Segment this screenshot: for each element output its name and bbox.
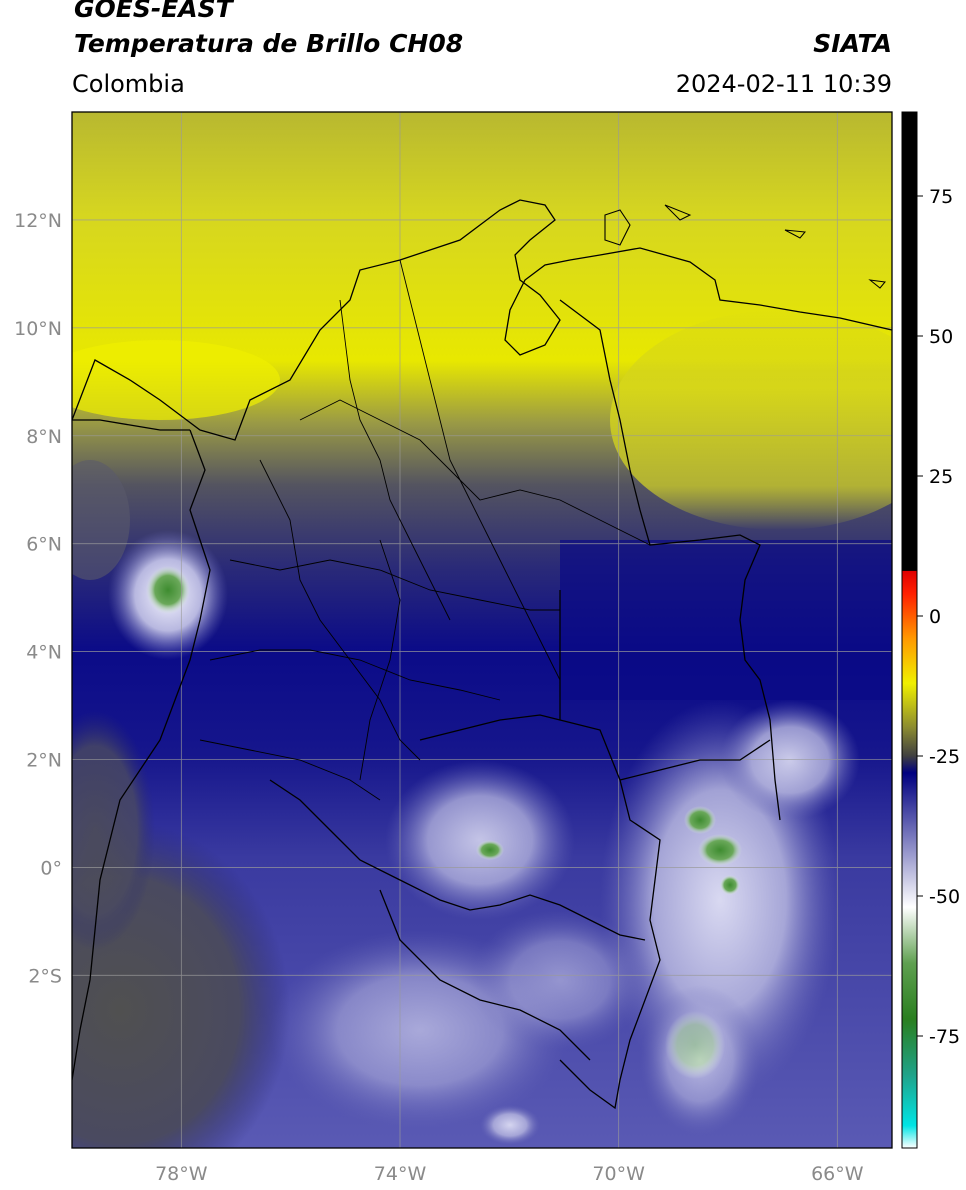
lat-tick-label: 10°N — [14, 318, 62, 340]
colorbar-tick-label: -25 — [929, 746, 960, 768]
lon-tick-label: 70°W — [592, 1163, 645, 1185]
coastlines — [72, 199, 892, 1110]
colorbar-frame — [901, 111, 918, 1149]
lat-tick-label: 8°N — [26, 426, 62, 448]
latitude-ticks: 12°N 10°N 8°N 6°N 4°N 2°N 0° 2°S — [14, 210, 62, 987]
map-frame — [71, 111, 893, 1149]
colorbar-tick-label: -75 — [929, 1026, 960, 1048]
brand-label: SIATA — [813, 29, 892, 58]
lat-tick-label: 0° — [40, 857, 62, 879]
colorbar-gradient — [902, 112, 917, 1148]
lat-tick-label: 12°N — [14, 210, 62, 232]
graticule — [72, 112, 892, 1148]
lat-tick-label: 4°N — [26, 642, 62, 664]
longitude-ticks: 78°W 74°W 70°W 66°W — [155, 1163, 864, 1185]
timestamp-label: 2024-02-11 10:39 — [675, 70, 892, 98]
colorbar-tick-label: 50 — [929, 326, 953, 348]
colorbar: 75 50 25 0 -25 -50 -75 — [901, 111, 960, 1149]
colorbar-tick-label: 75 — [929, 186, 953, 208]
satellite-title: GOES-EAST — [74, 0, 233, 23]
lat-tick-label: 6°N — [26, 534, 62, 556]
lon-tick-label: 74°W — [374, 1163, 427, 1185]
colorbar-tick-label: -50 — [929, 886, 960, 908]
colorbar-tick-label: 0 — [929, 606, 941, 628]
lon-tick-label: 78°W — [155, 1163, 208, 1185]
lat-tick-label: 2°N — [26, 750, 62, 772]
product-title: Temperatura de Brillo CH08 — [74, 29, 464, 58]
region-label: Colombia — [72, 70, 185, 98]
colorbar-tick-label: 25 — [929, 466, 953, 488]
colorbar-ticks: 75 50 25 0 -25 -50 -75 — [917, 186, 960, 1048]
lon-tick-label: 66°W — [811, 1163, 864, 1185]
lat-tick-label: 2°S — [28, 965, 62, 987]
brightness-temperature-field — [72, 112, 892, 1148]
